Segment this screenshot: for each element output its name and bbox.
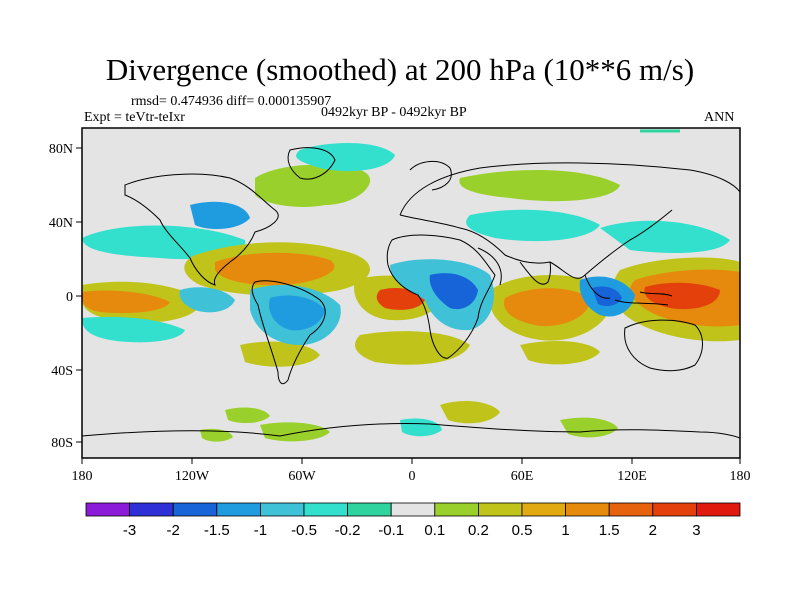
colorbar-label: -0.1 (378, 522, 404, 539)
coastline-arabia-india (477, 247, 551, 286)
colorbar-swatch (85, 502, 130, 517)
lat-tick-label: 40S (51, 364, 73, 379)
season-label: ANN (704, 110, 735, 125)
coastline-europe-north (409, 161, 452, 191)
map-frame (81, 127, 741, 459)
coastline-south-america (251, 280, 326, 385)
axis-ticks (76, 147, 741, 464)
colorbar-swatch (259, 502, 305, 517)
contour-central-pacific-orange (82, 290, 170, 314)
coastlines (82, 147, 740, 439)
coastline-southeast-asia (584, 274, 673, 306)
contour-antarctic-green-1 (225, 407, 270, 424)
lon-tick-label: 120E (617, 469, 647, 484)
colorbar-label: -2 (167, 522, 180, 539)
colorbar-label: -1 (254, 522, 267, 539)
colorbar-swatch (216, 502, 261, 517)
colorbar-swatch (652, 502, 697, 517)
colorbar-label: 0.5 (512, 522, 533, 539)
coastline-north-america (124, 173, 279, 286)
contour-caribbean-orange (215, 252, 335, 286)
coastline-greenland (287, 147, 336, 180)
colorbar-swatch (129, 502, 174, 517)
contour-southern-yellow-3 (520, 340, 600, 365)
colorbar-label: 2 (649, 522, 657, 539)
contour-west-pacific-red (644, 282, 720, 310)
lat-tick-label: 80N (49, 142, 73, 157)
coastline-africa (386, 234, 496, 359)
lon-tick-label: 60W (288, 469, 316, 484)
colorbar-swatch (696, 502, 741, 517)
colorbar-label: -0.2 (335, 522, 361, 539)
contour-antarctic-yellow (440, 400, 500, 424)
colorbar-swatch (172, 502, 218, 517)
contour-africa-blue (429, 273, 478, 310)
contour-atlantic-red (376, 288, 425, 310)
lat-tick-label: 40N (49, 216, 73, 231)
colorbar-label: 3 (692, 522, 700, 539)
contour-north-atlantic (255, 164, 371, 207)
colorbar-swatch (390, 502, 436, 517)
plot-title: Divergence (smoothed) at 200 hPa (10**6 … (105, 52, 695, 87)
lat-tick-label: 0 (66, 290, 73, 305)
colorbar-swatch (608, 502, 654, 517)
contour-pacific-south-cyan (82, 316, 185, 343)
contour-maritime-darkblue (592, 286, 622, 306)
lon-tick-label: 0 (409, 469, 416, 484)
lon-tick-label: 120W (175, 469, 210, 484)
colorbar-swatch (477, 502, 523, 517)
lon-tick-label: 180 (72, 469, 93, 484)
colorbar-label: -3 (123, 522, 136, 539)
contour-north-america-blue (190, 201, 250, 230)
colorbar: -3 -2 -1.5 -1 -0.5 -0.2 -0.1 0.1 0.2 0.5 1 1.5 2 3 (85, 502, 741, 539)
colorbar-swatch (434, 502, 479, 517)
colorbar-label: -1.5 (204, 522, 230, 539)
colorbar-label: 0.2 (468, 522, 489, 539)
colorbar-label: 0.1 (424, 522, 445, 539)
colorbar-swatch (521, 502, 566, 517)
experiment-label: Expt = teVtr-teIxr (84, 110, 185, 125)
colorbar-label: 1.5 (599, 522, 620, 539)
contour-indian-cyan (600, 220, 730, 253)
colorbar-label: 1 (561, 522, 569, 539)
time-period-label: 0492kyr BP - 0492kyr BP (321, 105, 467, 120)
colorbar-swatch (565, 502, 610, 517)
contour-antarctic-green-2 (260, 422, 330, 442)
colorbar-label: -0.5 (291, 522, 317, 539)
contour-siberia (459, 169, 620, 202)
contour-southern-yellow-2 (240, 341, 320, 367)
contour-indian-ocean-orange (504, 288, 591, 327)
contour-central-asia-cyan (466, 209, 600, 242)
colorbar-swatch (347, 502, 392, 517)
contour-antarctic-green-4 (200, 428, 233, 442)
colorbar-swatch (303, 502, 348, 517)
stats-text: rmsd= 0.474936 diff= 0.000135907 (131, 94, 332, 109)
contour-east-pacific-cyan (179, 287, 235, 313)
coastline-antarctica (82, 423, 740, 439)
lat-tick-label: 80S (51, 436, 73, 451)
contour-arctic-cyan (296, 143, 395, 172)
lon-tick-label: 60E (511, 469, 534, 484)
contour-south-america-blue (269, 295, 325, 331)
map-field (82, 128, 740, 458)
coastline-australia (624, 319, 703, 372)
lon-tick-label: 180 (730, 469, 751, 484)
contour-pacific-north-cyan (82, 225, 246, 260)
contour-antarctic-cyan (400, 418, 442, 437)
